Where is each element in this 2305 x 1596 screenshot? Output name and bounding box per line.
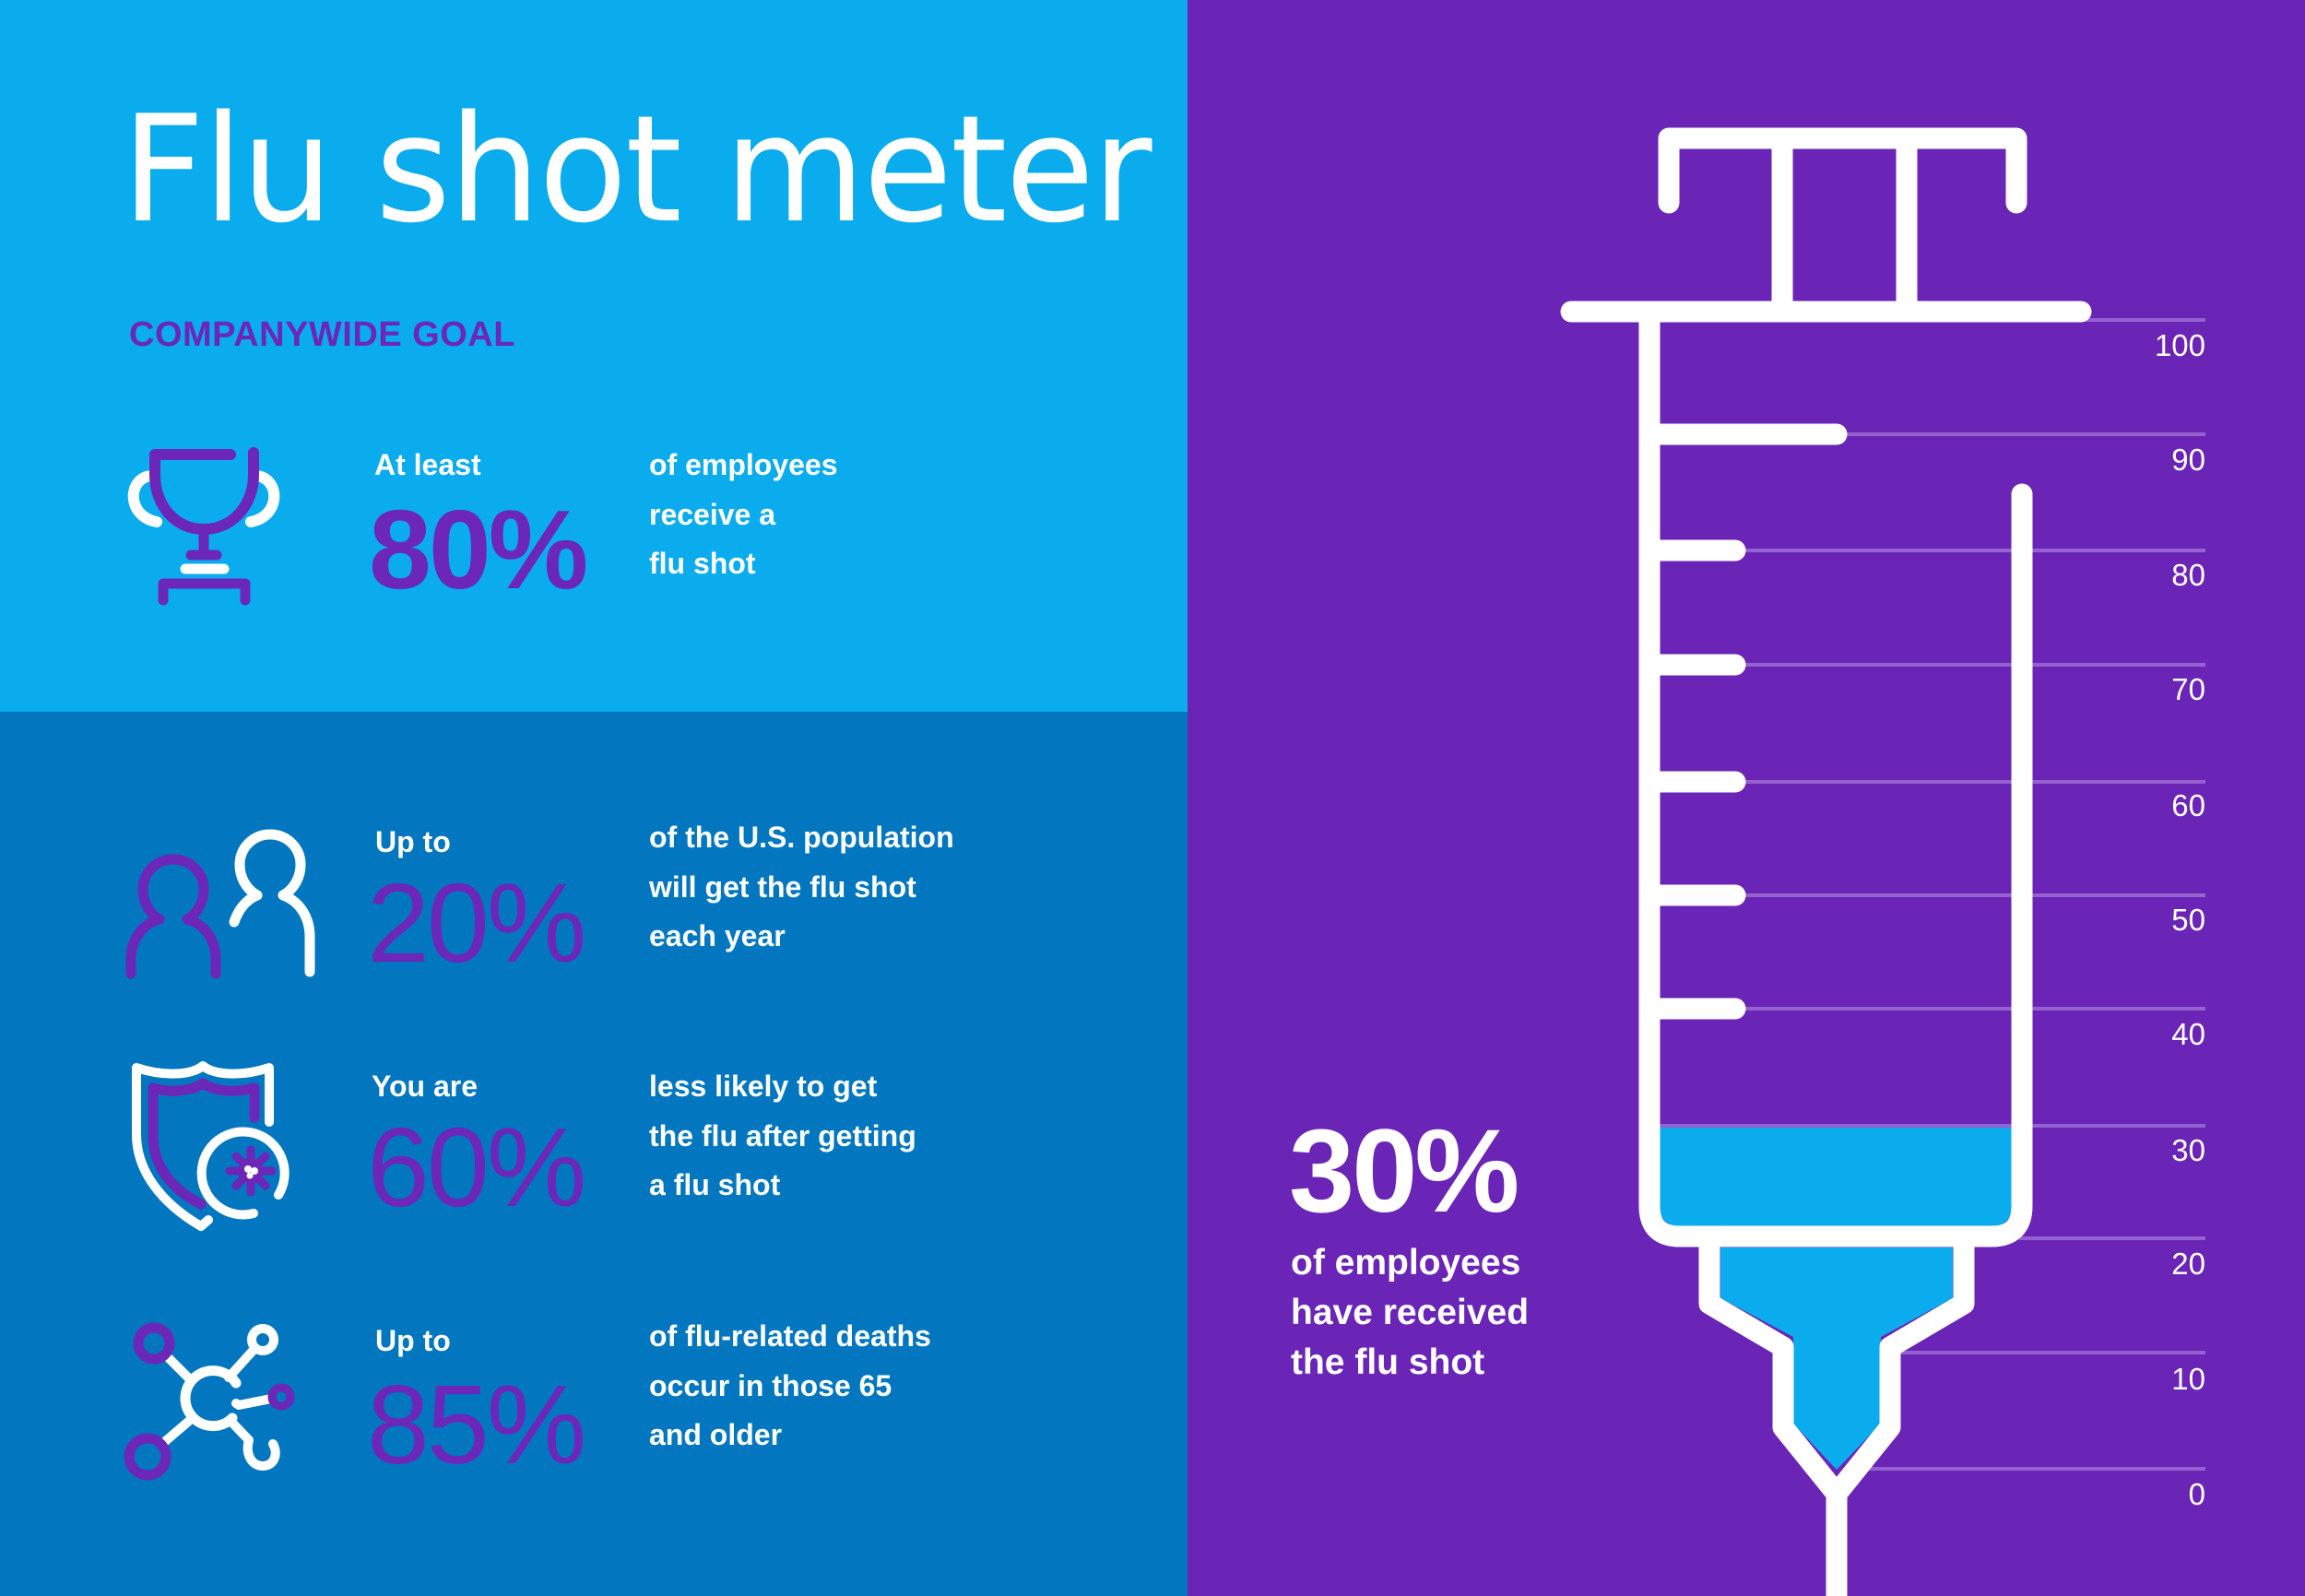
fact-lead: You are (372, 1070, 478, 1103)
fact-description: of flu-related deaths occur in those 65 … (649, 1312, 931, 1460)
fact-description-line: a flu shot (649, 1168, 781, 1201)
scale-label-80: 80 (2171, 558, 2205, 592)
meter-description-line: of employees (1291, 1243, 1521, 1283)
scale-label-10: 10 (2171, 1362, 2205, 1396)
scale-label-70: 70 (2171, 672, 2205, 706)
goal-description-line: flu shot (649, 547, 756, 580)
facts-panel (0, 712, 1188, 1596)
scale-label-20: 20 (2171, 1247, 2205, 1281)
goal-description: of employees receive a flu shot (649, 441, 838, 589)
goal-description-line: receive a (649, 497, 776, 531)
fact-description-line: of the U.S. population (649, 821, 954, 854)
fact-description-line: occur in those 65 (649, 1368, 892, 1402)
fact-description: less likely to get the flu after getting… (649, 1062, 916, 1211)
meter-description: of employees have received the flu shot (1291, 1238, 1529, 1388)
fact-value: 20% (367, 860, 586, 986)
goal-value: 80% (369, 487, 588, 612)
scale-label-50: 50 (2171, 903, 2205, 937)
scale-label-40: 40 (2171, 1017, 2205, 1051)
meter-description-line: the flu shot (1291, 1342, 1485, 1382)
goal-lead: At least (374, 448, 481, 481)
fact-description-line: less likely to get (649, 1070, 878, 1103)
meter-description-line: have received (1291, 1293, 1530, 1332)
scale-label-60: 60 (2171, 788, 2205, 822)
fact-description-line: of flu-related deaths (649, 1319, 931, 1353)
fact-lead: Up to (375, 825, 451, 858)
scale-label-0: 0 (2188, 1477, 2205, 1511)
fact-description-line: and older (649, 1418, 783, 1451)
scale-label-100: 100 (2154, 328, 2205, 362)
fact-description-line: the flu after getting (649, 1118, 916, 1153)
fact-description-line: each year (649, 919, 786, 952)
fact-value: 60% (367, 1105, 586, 1230)
goal-description-line: of employees (649, 448, 838, 481)
scale-label-90: 90 (2171, 443, 2205, 477)
fact-description-line: will get the flu shot (649, 869, 916, 904)
scale-label-30: 30 (2171, 1133, 2205, 1167)
section-heading-goal: COMPANYWIDE GOAL (129, 315, 515, 354)
page-title: Flu shot meter (122, 83, 1152, 255)
fact-lead: Up to (375, 1324, 451, 1357)
fact-value: 85% (367, 1362, 586, 1487)
fact-description: of the U.S. population will get the flu … (649, 813, 954, 962)
meter-value: 30% (1289, 1105, 1519, 1237)
